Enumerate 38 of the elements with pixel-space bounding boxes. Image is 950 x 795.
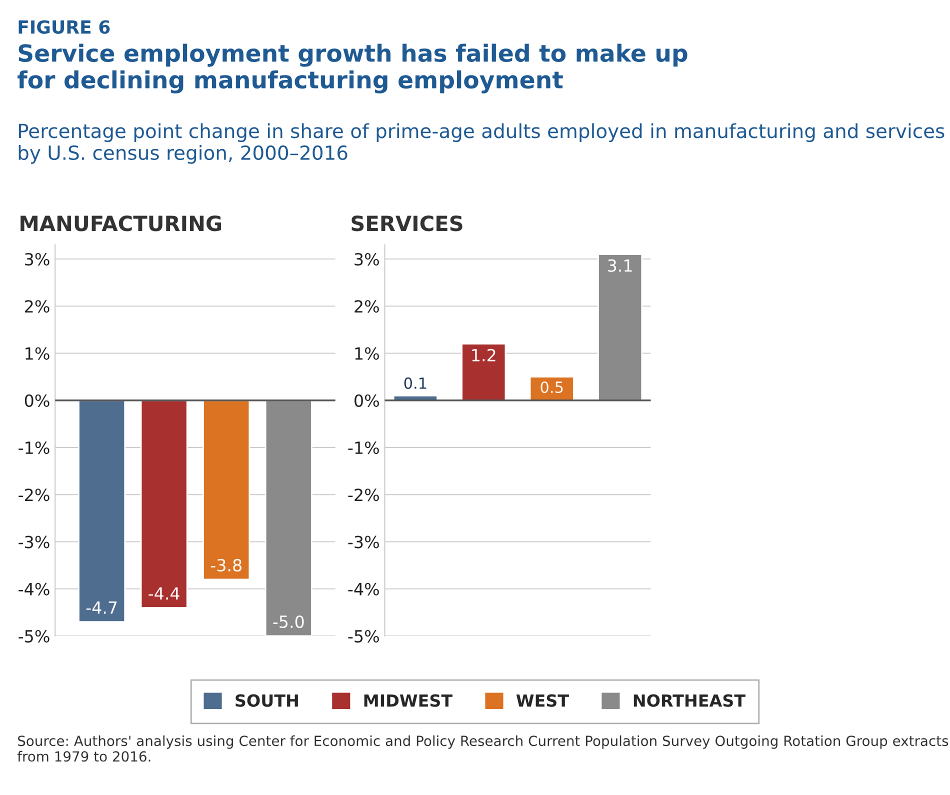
legend-label: MIDWEST xyxy=(364,694,452,707)
data-label: 3.1 xyxy=(608,259,632,272)
data-label: -4.7 xyxy=(86,602,117,614)
y-tick-label: -4% xyxy=(348,582,379,596)
y-tick-label: -1% xyxy=(18,441,50,454)
data-label: 0.1 xyxy=(404,377,426,389)
data-label: -3.8 xyxy=(210,558,242,572)
data-label: 0.5 xyxy=(540,381,563,394)
data-label: -5.0 xyxy=(273,615,304,628)
y-tick-label: -3% xyxy=(348,536,379,548)
y-tick-label: -4% xyxy=(18,582,50,596)
text: Service employment growth has failed to make up for declining manufacturing employment xyxy=(18,44,688,94)
chart-title: SERVICES xyxy=(352,216,462,232)
y-tick-label: -5% xyxy=(18,630,50,643)
text: Percentage point change in share of prime-age adults employed in manufacturing and services by U.S. census region, 2000–2016 xyxy=(18,123,944,164)
y-tick-label: -2% xyxy=(18,488,50,502)
y-tick-label: 1% xyxy=(26,347,50,360)
legend-label: NORTHEAST xyxy=(634,694,746,707)
chart-title: MANUFACTURING xyxy=(20,216,222,232)
y-tick-label: 3% xyxy=(354,252,379,266)
y-tick-label: 2% xyxy=(25,300,50,313)
y-tick-label: 3% xyxy=(25,252,50,266)
legend-label: SOUTH xyxy=(236,694,298,707)
y-tick-label: 1% xyxy=(355,347,379,360)
y-tick-label: -2% xyxy=(348,488,379,502)
bar xyxy=(461,343,506,402)
y-tick-label: 2% xyxy=(354,300,379,313)
caption: FIGURE 6 xyxy=(18,20,110,34)
legend-label: WEST xyxy=(516,694,569,707)
y-tick-label: -3% xyxy=(18,536,50,548)
data-label: -4.4 xyxy=(148,587,180,600)
source-note: Source: Authors' analysis using Center for Economic and Policy Research Current Population Survey Outgoing Rotation Group extracts from 1979 to 2016. xyxy=(17,735,948,762)
y-tick-label: -5% xyxy=(348,630,379,643)
y-tick-label: 0% xyxy=(354,394,379,407)
y-tick-label: -1% xyxy=(348,441,379,454)
y-tick-label: 0% xyxy=(24,394,50,407)
bar xyxy=(598,254,643,402)
data-label: 1.2 xyxy=(472,348,496,362)
